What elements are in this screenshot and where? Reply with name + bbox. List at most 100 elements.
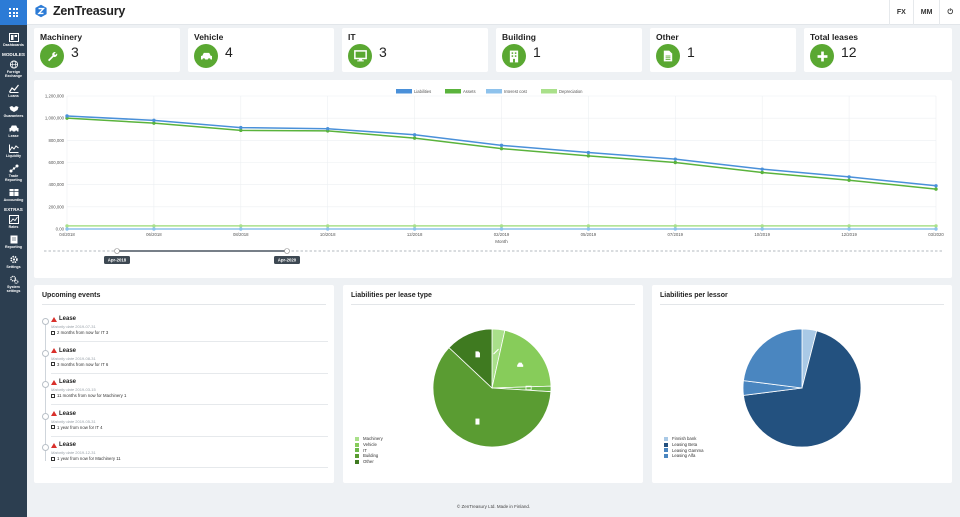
range-handle[interactable] <box>114 248 120 254</box>
sidebar-item-system-settings[interactable]: System settings <box>0 269 27 293</box>
legend-label[interactable]: Assets <box>463 89 476 94</box>
sidebar-item-accounting[interactable]: Accounting <box>0 182 27 202</box>
data-point[interactable] <box>934 224 938 228</box>
pie-slice[interactable] <box>743 328 803 389</box>
stat-card-building[interactable]: Building 1 <box>496 28 642 72</box>
data-point[interactable] <box>239 128 243 133</box>
sidebar-item-guarantees[interactable]: Guarantees <box>0 98 27 118</box>
data-point[interactable] <box>239 125 243 130</box>
data-point[interactable] <box>586 224 591 228</box>
data-point[interactable] <box>412 227 417 231</box>
legend-item[interactable]: Leasing Gamma <box>664 447 704 453</box>
sidebar-item-liquidity[interactable]: Liquidity <box>0 138 27 158</box>
sidebar-item-reporting[interactable]: Reporting <box>0 229 27 249</box>
data-point[interactable] <box>412 224 417 228</box>
pie-slice[interactable] <box>491 329 552 389</box>
stat-title: Vehicle <box>194 32 224 42</box>
stat-title: Machinery <box>40 32 83 42</box>
stat-card-machinery[interactable]: Machinery 3 <box>34 28 180 72</box>
data-point[interactable] <box>326 126 330 131</box>
data-point[interactable] <box>239 224 243 228</box>
data-point[interactable] <box>499 227 504 231</box>
data-point[interactable] <box>934 184 938 188</box>
data-point[interactable] <box>326 227 330 231</box>
data-point[interactable] <box>412 133 417 137</box>
panel-title: Upcoming events <box>42 292 101 299</box>
data-point[interactable] <box>673 157 677 161</box>
apps-menu-button[interactable] <box>0 0 27 25</box>
data-point[interactable] <box>847 224 851 228</box>
data-point[interactable] <box>239 227 243 231</box>
legend-item[interactable]: IT <box>355 447 383 453</box>
event-desc: 3 months from now for IT 6 <box>51 362 108 367</box>
lessor-pie-chart <box>742 328 862 448</box>
legend-item[interactable]: Vehicle <box>355 442 383 448</box>
pie-slice[interactable] <box>743 330 862 448</box>
sidebar-item-label: Rates <box>8 225 19 229</box>
stat-card-total-leases[interactable]: Total leases 12 <box>804 28 952 72</box>
event-item[interactable]: Lease Maturity date 2019-05-31 1 year from… <box>42 411 328 441</box>
legend-item[interactable]: Leasing Beta <box>664 442 704 448</box>
sidebar-item-loans[interactable]: Loans <box>0 78 27 98</box>
data-point[interactable] <box>152 118 156 123</box>
sidebar-item-foreign-exchange[interactable]: Foreign Exchange <box>0 57 27 78</box>
data-point[interactable] <box>412 136 417 140</box>
data-point[interactable] <box>586 150 591 155</box>
pie-slice[interactable] <box>432 347 552 448</box>
data-point[interactable] <box>499 146 504 151</box>
range-handle[interactable] <box>284 248 290 254</box>
legend-item[interactable]: Machinery <box>355 436 383 442</box>
data-point[interactable] <box>847 178 851 182</box>
sidebar-item-trade-reporting[interactable]: Trade Reporting <box>0 158 27 182</box>
legend-item[interactable]: Building <box>355 453 383 459</box>
sidebar-item-rates[interactable]: Rates <box>0 212 27 229</box>
legend-item[interactable]: Other <box>355 459 383 465</box>
divider <box>51 372 328 374</box>
x-axis-title: Month <box>495 239 508 244</box>
data-point[interactable] <box>65 114 69 118</box>
data-point[interactable] <box>847 227 851 231</box>
data-point[interactable] <box>673 160 677 165</box>
data-point[interactable] <box>586 227 591 231</box>
data-point[interactable] <box>152 121 156 125</box>
event-title: Lease <box>59 442 77 448</box>
data-point[interactable] <box>65 224 69 228</box>
pie-slice[interactable] <box>448 328 493 389</box>
event-item[interactable]: Lease Maturity date 2019-08-31 3 months fr… <box>42 348 328 378</box>
sidebar-item-settings[interactable]: Settings <box>0 249 27 269</box>
data-point[interactable] <box>934 187 938 191</box>
fx-button[interactable]: FX <box>888 0 913 25</box>
data-point[interactable] <box>760 167 764 171</box>
data-point[interactable] <box>847 175 851 179</box>
legend-label[interactable]: Liabilities <box>414 89 431 94</box>
mm-button[interactable]: MM <box>912 0 940 25</box>
stat-card-it[interactable]: IT 3 <box>342 28 488 72</box>
data-point[interactable] <box>934 227 938 231</box>
data-point[interactable] <box>65 227 69 231</box>
data-point[interactable] <box>673 224 677 228</box>
data-point[interactable] <box>760 170 764 175</box>
sidebar-item-lease[interactable]: Lease <box>0 118 27 138</box>
data-point[interactable] <box>760 227 764 231</box>
data-point[interactable] <box>152 224 156 228</box>
brand[interactable]: ZenTreasury <box>34 4 125 18</box>
legend-item[interactable]: Leasing Alfa <box>664 453 704 459</box>
calendar-icon <box>51 393 55 398</box>
data-point[interactable] <box>586 154 591 158</box>
event-item[interactable]: Lease Maturity date 2019-03-15 11 months f… <box>42 379 328 409</box>
data-point[interactable] <box>673 227 677 231</box>
data-point[interactable] <box>760 224 764 228</box>
data-point[interactable] <box>499 143 504 148</box>
stat-card-other[interactable]: Other 1 <box>650 28 796 72</box>
data-point[interactable] <box>152 227 156 231</box>
legend-item[interactable]: Finnish bank <box>664 436 704 442</box>
stat-card-vehicle[interactable]: Vehicle 4 <box>188 28 334 72</box>
data-point[interactable] <box>499 224 504 228</box>
legend-label[interactable]: Interest cost <box>504 89 528 94</box>
event-item[interactable]: Lease Maturity date 2019-12-31 1 year from… <box>42 442 328 472</box>
legend-label[interactable]: Depreciation <box>559 89 583 94</box>
sidebar-item-dashboards[interactable]: Dashboards <box>0 25 27 47</box>
power-button[interactable]: ⏻ <box>939 0 960 25</box>
event-item[interactable]: Lease Maturity date 2019-07-31 2 months fr… <box>42 316 328 346</box>
data-point[interactable] <box>326 224 330 228</box>
